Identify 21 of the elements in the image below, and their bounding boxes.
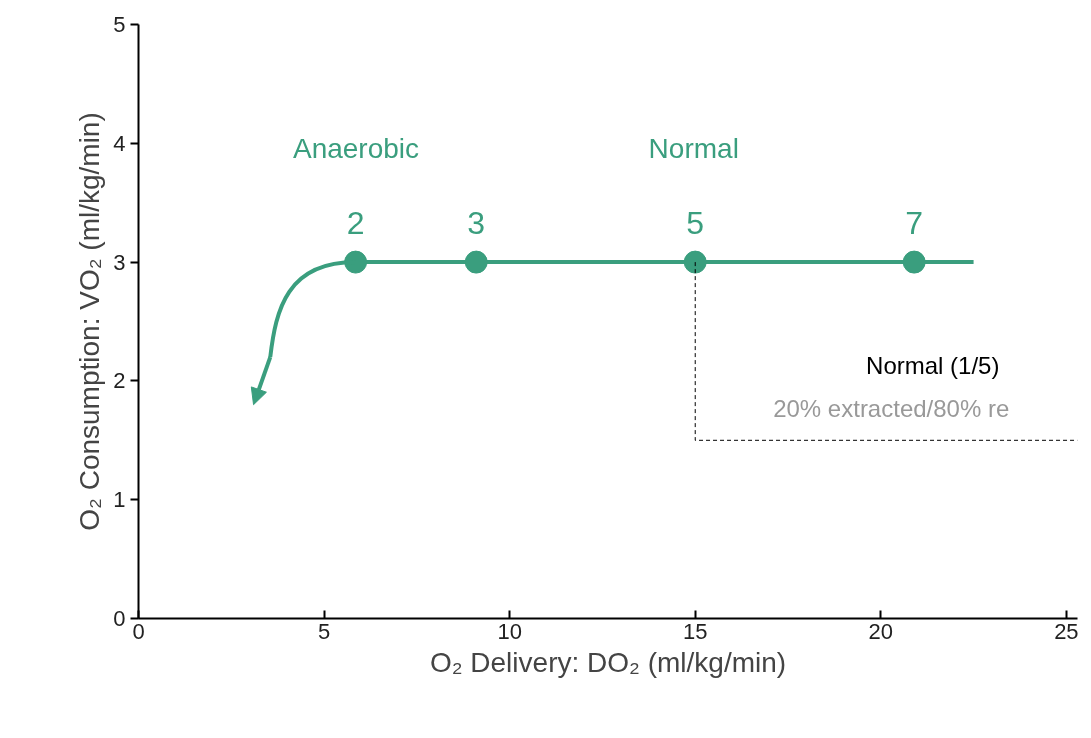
x-tick-label: 10: [497, 618, 522, 644]
annotation: 2: [346, 205, 365, 242]
y-tick-label: 1: [113, 487, 126, 513]
x-tick-label: 20: [868, 618, 894, 644]
annotation: 3: [467, 205, 486, 242]
y-tick-label: 2: [113, 368, 126, 394]
annotation: 7: [905, 205, 924, 242]
y-tick-label: 4: [113, 130, 126, 156]
x-tick-label: 25: [1054, 618, 1079, 644]
x-tick-label: 0: [132, 618, 145, 644]
annotation: Anaerobic: [292, 132, 420, 164]
x-tick-label: 15: [682, 618, 708, 644]
annotation: Normal: [648, 132, 739, 164]
y-axis-title: O₂ Consumption: VO₂ (ml/kg/min): [74, 112, 106, 531]
annotation: Normal (1/5): [866, 351, 1000, 379]
y-tick-label: 5: [113, 12, 126, 37]
x-tick-label: 5: [317, 618, 331, 644]
annotation: 5: [686, 205, 705, 242]
y-tick-label: 3: [113, 249, 126, 275]
x-axis-title: O₂ Delivery: DO₂ (ml/kg/min): [429, 646, 787, 678]
annotation: 20% extracted/80% re: [773, 394, 1010, 422]
